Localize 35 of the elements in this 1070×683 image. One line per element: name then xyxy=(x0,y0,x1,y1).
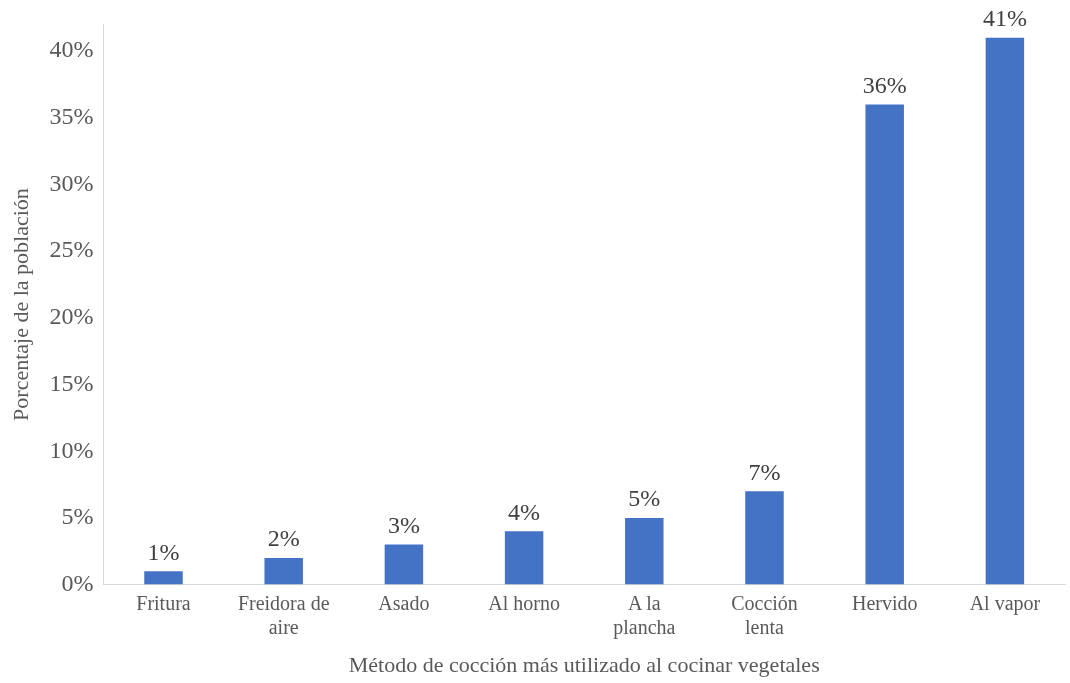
data-label: 5% xyxy=(628,485,661,512)
data-label: 36% xyxy=(862,71,907,98)
data-label: 1% xyxy=(147,538,180,565)
x-tick-label: Fritura xyxy=(136,591,191,614)
bar xyxy=(264,557,303,585)
x-tick-label: Asado xyxy=(378,591,430,614)
bar xyxy=(985,37,1025,585)
x-tick-label: Freidora de aire xyxy=(237,591,330,638)
y-tick-label: 30% xyxy=(49,169,94,196)
y-tick-label: 10% xyxy=(49,436,94,463)
x-tick-label: A la plancha xyxy=(613,591,676,639)
data-label: 4% xyxy=(508,498,541,525)
x-tick-label: Hervido xyxy=(851,591,918,614)
bar xyxy=(745,491,784,585)
x-tick-label: Cocción lenta xyxy=(731,591,798,638)
bar xyxy=(865,104,904,585)
data-label: 7% xyxy=(748,458,781,485)
bar xyxy=(504,531,544,585)
data-label: 41% xyxy=(982,5,1027,32)
y-axis-title: Porcentaje de la población xyxy=(7,188,33,421)
data-label: 2% xyxy=(267,525,300,552)
data-label: 3% xyxy=(387,511,420,538)
y-tick-label: 15% xyxy=(49,369,94,396)
bar xyxy=(144,571,183,585)
y-tick-label: 5% xyxy=(61,503,94,530)
y-tick-label: 40% xyxy=(49,36,94,63)
bar xyxy=(384,544,424,585)
bar xyxy=(625,517,664,585)
y-tick-label: 25% xyxy=(49,236,94,263)
y-tick-label: 20% xyxy=(49,303,94,330)
y-tick-label: 35% xyxy=(49,103,94,130)
x-tick-label: Al vapor xyxy=(969,591,1041,615)
x-axis-title: Método de cocción más utilizado al cocinar vegetales xyxy=(348,651,820,677)
x-tick-label: Al horno xyxy=(488,591,560,614)
y-tick-label: 0% xyxy=(61,569,94,596)
